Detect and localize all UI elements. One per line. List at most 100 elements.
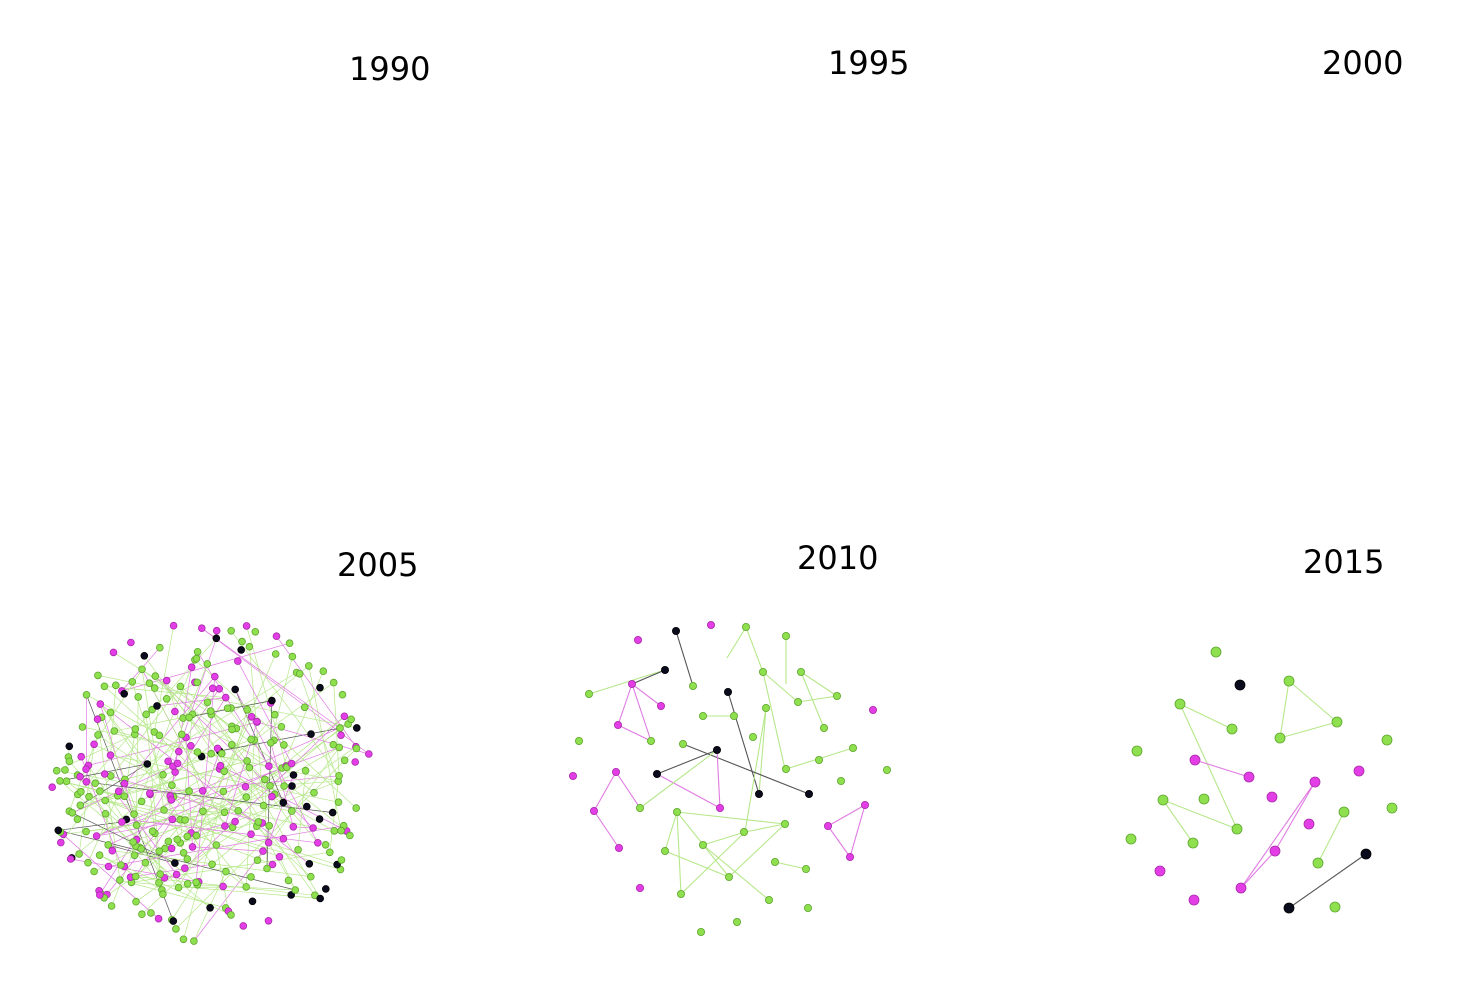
network-node-green xyxy=(280,782,288,790)
network-edge-magenta xyxy=(257,721,369,755)
network-node-green xyxy=(84,858,92,867)
network-node-magenta xyxy=(253,717,261,726)
network-node-green xyxy=(306,872,315,881)
network-node-magenta xyxy=(181,864,189,872)
network-edge-green xyxy=(676,811,786,825)
network-node-green xyxy=(266,781,274,790)
network-node-green xyxy=(575,737,584,746)
network-node-green xyxy=(247,735,255,744)
network-node-magenta xyxy=(340,712,349,721)
network-edge-magenta xyxy=(617,683,633,726)
network-node-magenta xyxy=(247,712,256,721)
network-node-magenta xyxy=(221,693,230,702)
network-node-black xyxy=(328,808,337,817)
network-node-green xyxy=(1187,837,1199,849)
network-node-green xyxy=(219,787,228,796)
network-node-green xyxy=(138,665,146,674)
network-node-green xyxy=(220,767,229,776)
network-node-magenta xyxy=(48,783,56,791)
network-node-green xyxy=(330,827,339,835)
network-node-green xyxy=(261,775,269,784)
network-edge-magenta xyxy=(192,846,264,852)
network-node-green xyxy=(183,879,192,888)
network-edge-green xyxy=(329,781,339,853)
network-node-green xyxy=(162,694,171,703)
network-edge-green xyxy=(270,656,293,743)
network-edge-green xyxy=(166,682,198,700)
network-node-green xyxy=(203,698,212,707)
network-node-green xyxy=(1174,698,1186,710)
network-node-green xyxy=(238,637,246,646)
network-node-green xyxy=(347,715,356,724)
network-node-magenta xyxy=(289,822,298,831)
network-node-magenta xyxy=(109,648,118,657)
network-node-green xyxy=(585,690,594,699)
network-node-green xyxy=(247,873,255,881)
network-node-green xyxy=(677,890,686,899)
network-node-green xyxy=(129,838,137,846)
network-node-magenta xyxy=(96,891,104,899)
network-node-green xyxy=(699,841,708,850)
network-node-green xyxy=(90,867,98,876)
network-node-green xyxy=(263,864,271,873)
network-edge-green xyxy=(726,626,747,659)
network-node-green xyxy=(765,896,774,905)
network-edge-magenta xyxy=(631,683,652,742)
network-node-green xyxy=(155,731,164,740)
network-node-magenta xyxy=(716,804,725,813)
network-node-magenta xyxy=(114,787,123,796)
network-node-green xyxy=(75,850,83,858)
network-node-green xyxy=(338,690,347,699)
network-node-black xyxy=(316,683,324,692)
year-label-2015: 2015 xyxy=(1303,543,1385,581)
network-node-magenta xyxy=(636,884,645,893)
network-node-magenta xyxy=(1309,776,1321,788)
network-node-magenta xyxy=(1266,791,1278,803)
network-edge-green xyxy=(171,882,197,920)
network-node-magenta xyxy=(272,632,281,640)
network-edge-black xyxy=(682,743,810,795)
network-node-black xyxy=(724,688,733,697)
network-node-green xyxy=(56,777,64,785)
network-node-green xyxy=(156,643,164,652)
network-node-green xyxy=(130,851,139,860)
network-node-magenta xyxy=(108,846,117,855)
network-node-magenta xyxy=(76,772,84,781)
network-node-green xyxy=(329,678,338,687)
network-edge-green xyxy=(178,760,248,888)
network-edge-green xyxy=(135,746,357,902)
network-node-magenta xyxy=(56,838,65,847)
network-node-green xyxy=(82,827,90,836)
network-node-magenta xyxy=(162,676,171,685)
network-node-green xyxy=(78,723,87,731)
network-node-green xyxy=(145,679,154,687)
network-node-green xyxy=(68,808,77,817)
network-node-black xyxy=(1360,848,1372,860)
network-node-magenta xyxy=(614,721,623,730)
network-node-green xyxy=(1312,857,1324,869)
network-edge-green xyxy=(182,717,294,776)
network-node-green xyxy=(833,692,842,701)
network-node-magenta xyxy=(221,822,229,830)
network-node-magenta xyxy=(100,770,109,778)
network-edge-green xyxy=(758,707,767,795)
network-edge-green xyxy=(639,749,718,809)
network-node-green xyxy=(243,757,251,765)
network-node-black xyxy=(65,742,74,751)
network-node-magenta xyxy=(707,621,716,630)
network-edge-green xyxy=(119,879,226,909)
network-edge-green xyxy=(676,811,682,895)
network-node-green xyxy=(96,787,104,795)
network-edge-green xyxy=(588,669,666,695)
network-node-green xyxy=(294,845,302,854)
network-node-green xyxy=(228,725,236,734)
network-node-green xyxy=(183,855,192,863)
network-edge-green xyxy=(104,685,226,698)
network-edge-magenta xyxy=(220,765,347,832)
network-node-magenta xyxy=(241,782,250,791)
network-node-green xyxy=(271,650,280,658)
network-edge-magenta xyxy=(191,821,236,834)
network-edge-green xyxy=(800,671,838,697)
network-edge-magenta xyxy=(96,819,186,837)
